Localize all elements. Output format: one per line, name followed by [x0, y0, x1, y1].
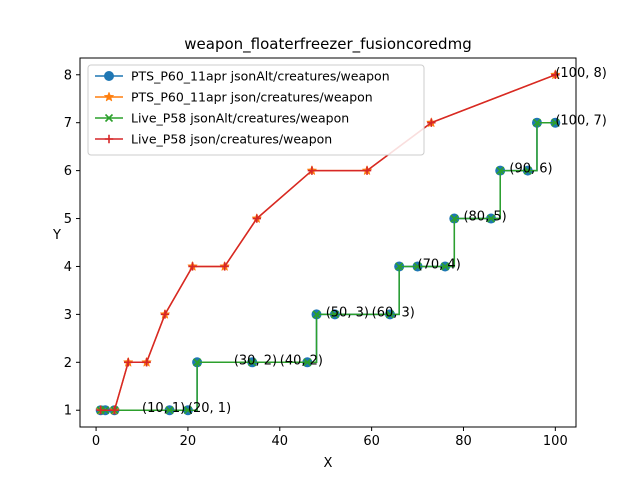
data-point	[183, 406, 192, 415]
y-tick-label: 4	[64, 260, 72, 275]
chart-title: weapon_floaterfreezer_fusioncoredmg	[184, 35, 471, 54]
data-point	[486, 214, 496, 223]
x-tick-label: 20	[180, 434, 197, 449]
legend-label: Live_P58 jsonAlt/creatures/weapon	[131, 111, 349, 126]
data-point	[362, 166, 372, 175]
data-point	[248, 358, 257, 367]
data-point	[312, 310, 321, 319]
data-point	[523, 166, 532, 175]
legend-item-2: PTS_P60_11apr json/creatures/weapon	[95, 90, 373, 105]
legend-label: PTS_P60_11apr jsonAlt/creatures/weapon	[131, 69, 390, 84]
legend-label: Live_P58 json/creatures/weapon	[131, 132, 332, 147]
data-point	[395, 262, 404, 271]
x-tick-label: 100	[543, 434, 568, 449]
legend-marker	[104, 134, 114, 144]
x-tick-label: 0	[92, 434, 100, 449]
y-tick-label: 8	[64, 68, 72, 83]
series-line	[100, 121, 556, 411]
data-point	[385, 310, 395, 319]
data-label: (60, 3)	[372, 305, 415, 320]
legend: PTS_P60_11apr jsonAlt/creatures/weapon PT…	[87, 64, 425, 156]
data-point	[532, 118, 542, 127]
data-point	[165, 406, 174, 415]
data-point	[413, 262, 422, 271]
legend-label: PTS_P60_11apr json/creatures/weapon	[131, 90, 373, 105]
y-tick-label: 2	[64, 356, 72, 371]
data-point	[303, 358, 312, 367]
data-point	[496, 166, 505, 175]
data-label: (20, 1)	[188, 401, 231, 416]
data-point	[427, 118, 436, 127]
y-tick-label: 6	[64, 164, 72, 179]
legend-box	[87, 64, 425, 156]
data-label: (80, 5)	[463, 210, 506, 225]
data-point	[142, 358, 151, 367]
data-point	[551, 118, 560, 127]
data-point	[124, 358, 133, 367]
data-point	[188, 262, 197, 271]
series-line	[100, 74, 556, 411]
data-point	[307, 166, 317, 175]
legend-item-3: Live_P58 jsonAlt/creatures/weapon	[95, 111, 349, 126]
data-label: (100, 8)	[555, 66, 607, 81]
series-3	[96, 118, 560, 415]
data-point	[252, 214, 262, 223]
data-point	[160, 310, 170, 319]
plot-frame	[79, 57, 577, 428]
y-tick-label: 5	[64, 212, 72, 227]
legend-item-4: Live_P58 json/creatures/weapon	[95, 132, 332, 147]
x-tick-label: 80	[455, 434, 472, 449]
plot-area: 0 20 40 60 80 100 1 2 3 4 5 6 7 8 (10, 1) (20, 1) (30, 2…	[64, 57, 607, 449]
series-4	[96, 70, 560, 415]
data-label: (90, 6)	[509, 162, 552, 177]
x-axis-label: X	[324, 456, 333, 471]
y-tick-label: 3	[64, 308, 72, 323]
data-point	[220, 262, 229, 271]
data-point	[330, 310, 339, 319]
data-point	[551, 70, 560, 79]
legend-marker	[104, 71, 114, 81]
x-tick-label: 40	[272, 434, 289, 449]
data-label: (10, 1)	[142, 401, 185, 416]
x-tick-label: 60	[363, 434, 380, 449]
y-axis-label: Y	[52, 228, 61, 243]
data-label: (50, 3)	[326, 305, 369, 320]
data-point	[441, 262, 450, 271]
data-label: (100, 7)	[555, 114, 607, 129]
legend-item-1: PTS_P60_11apr jsonAlt/creatures/weapon	[95, 69, 390, 84]
data-label: (40, 2)	[280, 353, 323, 368]
data-label: (70, 4)	[418, 257, 461, 272]
data-point	[193, 358, 202, 367]
legend-marker	[103, 91, 115, 102]
data-label: (30, 2)	[234, 353, 277, 368]
data-point	[110, 406, 119, 415]
data-point	[96, 406, 105, 415]
data-point	[450, 214, 459, 223]
y-tick-label: 1	[64, 404, 72, 419]
legend-marker	[104, 113, 114, 123]
y-tick-label: 7	[64, 116, 72, 131]
